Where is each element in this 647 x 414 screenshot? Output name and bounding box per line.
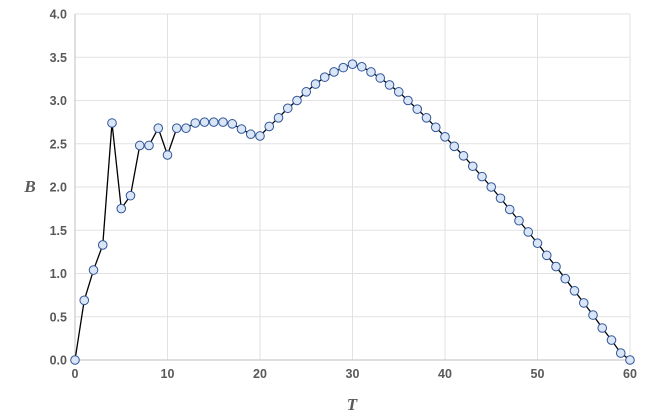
data-point [329,67,339,77]
x-tick-label: 40 [438,367,452,381]
x-tick-label: 30 [346,367,360,381]
data-point [477,171,487,182]
data-point [181,123,191,133]
data-point [301,87,312,97]
data-point [236,124,247,134]
data-point [366,67,376,77]
data-point [541,250,552,261]
data-point [282,103,293,114]
data-point [171,123,182,133]
x-tick-label: 10 [161,367,175,381]
x-tick-label: 50 [531,367,545,381]
data-point [255,131,265,141]
x-tick-label: 60 [623,367,637,381]
data-point [144,140,154,151]
data-point [403,95,413,106]
data-point [569,286,580,296]
data-point [162,150,173,160]
data-point [412,104,423,114]
gridlines [75,13,631,360]
data-series [70,59,635,365]
y-tick-label: 3.5 [50,51,67,65]
data-point [578,298,589,308]
data-point [356,61,367,72]
x-tick-label: 20 [253,367,267,381]
x-axis-title: T [347,395,358,414]
data-point [449,141,460,152]
data-point [125,190,136,201]
data-point [264,121,275,132]
data-point [319,72,330,82]
y-tick-label: 2.5 [50,137,67,151]
data-point [430,122,441,133]
y-tick-label: 1.5 [50,224,67,238]
data-point [375,73,386,83]
data-point [245,129,256,140]
data-point [273,113,284,123]
data-point [486,182,497,192]
data-point [560,273,571,284]
data-point [440,132,450,142]
data-point [190,118,201,128]
y-tick-label: 0.0 [50,354,67,368]
data-point [310,79,321,89]
data-point [107,118,117,128]
y-axis-title: B [23,177,35,196]
data-point [292,95,302,106]
data-point [88,265,99,275]
data-point [199,117,210,127]
data-point [97,240,108,250]
data-point [70,355,80,365]
data-point [153,123,164,133]
y-tick-label: 3.0 [50,94,67,108]
data-point [458,151,469,161]
y-tick-label: 0.5 [50,310,67,324]
data-point [615,348,626,358]
data-point [504,204,515,215]
data-point [347,59,358,69]
data-point [514,215,524,226]
data-point [384,80,395,90]
data-point [588,310,598,320]
data-point [606,335,617,345]
data-point [421,113,432,123]
data-point [208,117,219,127]
data-point [393,87,404,97]
y-tick-label: 4.0 [50,8,67,22]
data-point [523,227,534,237]
data-point [116,203,127,214]
tick-labels: 0.0 0.5 1.0 1.5 2.0 2.5 3.0 3.5 4.0 0 10 20 30 40 50 60 [50,8,637,382]
y-tick-label: 1.0 [50,267,67,281]
data-point [134,140,145,151]
data-point [625,355,635,365]
data-point [79,295,90,306]
data-point [597,323,608,333]
x-tick-label: 0 [72,367,79,381]
data-point [218,117,228,127]
y-tick-label: 2.0 [50,181,67,195]
data-point [338,62,349,73]
data-point [495,193,506,204]
data-point [227,119,238,129]
data-point [551,261,561,272]
axes [74,14,630,361]
data-point [532,238,543,249]
data-point [467,161,478,172]
